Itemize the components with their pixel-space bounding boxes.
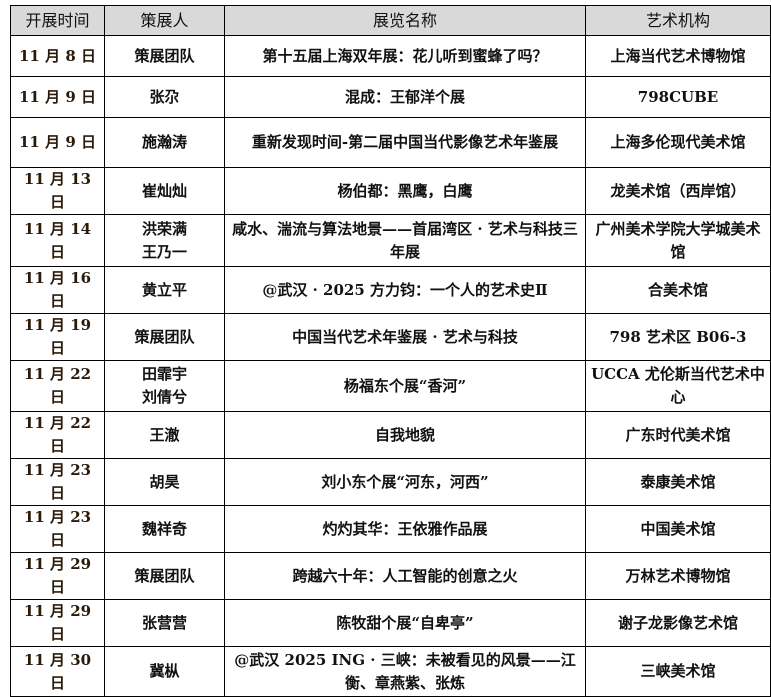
table-row: 11 月 30 日冀枞 @武汉 2025 ING · 三峡：未被看见的风景——江衡…	[10, 646, 771, 697]
date-cell: 11 月 8 日	[10, 35, 105, 77]
table-row: 11 月 8 日策展团队 第十五届上海双年展：花儿听到蜜蜂了吗？ 上海当代艺术博物馆	[10, 35, 771, 77]
curator-cell: 崔灿灿	[104, 167, 225, 215]
table-row: 11 月 29 日张营营 陈牧甜个展“自卑亭” 谢子龙影像艺术馆	[10, 599, 771, 647]
venue-cell: 798CUBE	[585, 76, 771, 118]
date-cell: 11 月 9 日	[10, 76, 105, 118]
curator-cell: 张尕	[104, 76, 225, 118]
curator-cell: 冀枞	[104, 646, 225, 697]
title-cell: @武汉 · 2025 方力钧：一个人的艺术史Ⅱ	[224, 266, 586, 314]
venue-cell: 广州美术学院大学城美术馆	[585, 214, 771, 267]
venue-cell: 上海多伦现代美术馆	[585, 117, 771, 168]
date-cell: 11 月 19 日	[10, 313, 105, 361]
table-row: 11 月 13 日崔灿灿 杨伯都：黑鹰，白鹰 龙美术馆（西岸馆）	[10, 167, 771, 215]
curator-cell: 策展团队	[104, 552, 225, 600]
title-cell: 咸水、湍流与算法地景——首届湾区 · 艺术与科技三年展	[224, 214, 586, 267]
header-title: 展览名称	[224, 5, 586, 36]
venue-cell: 龙美术馆（西岸馆）	[585, 167, 771, 215]
venue-cell: 三峡美术馆	[585, 646, 771, 697]
title-cell: 跨越六十年：人工智能的创意之火	[224, 552, 586, 600]
table-row: 11 月 9 日张尕 混成：王郁洋个展 798CUBE	[10, 76, 771, 118]
table-row: 11 月 14 日洪荣满 王乃一 咸水、湍流与算法地景——首届湾区 · 艺术与科技三…	[10, 214, 771, 267]
date-cell: 11 月 22 日	[10, 411, 105, 459]
venue-cell: 广东时代美术馆	[585, 411, 771, 459]
curator-cell: 洪荣满 王乃一	[104, 214, 225, 267]
curator-cell: 胡昊	[104, 458, 225, 506]
exhibition-table: 开展时间 策展人 展览名称 艺术机构 11 月 8 日策展团队 第十五届上海双年展…	[10, 5, 771, 697]
table-row: 11 月 22 日田霏宇 刘倩兮 杨福东个展“香河” UCCA 尤伦斯当代艺术中心	[10, 360, 771, 412]
date-cell: 11 月 22 日	[10, 360, 105, 412]
venue-cell: 谢子龙影像艺术馆	[585, 599, 771, 647]
venue-cell: 798 艺术区 B06-3	[585, 313, 771, 361]
curator-cell: 策展团队	[104, 313, 225, 361]
table-row: 11 月 23 日魏祥奇 灼灼其华：王依雅作品展 中国美术馆	[10, 505, 771, 553]
curator-cell: 张营营	[104, 599, 225, 647]
curator-cell: 施瀚涛	[104, 117, 225, 168]
title-cell: 自我地貌	[224, 411, 586, 459]
table-row: 11 月 23 日胡昊 刘小东个展“河东，河西” 泰康美术馆	[10, 458, 771, 506]
date-cell: 11 月 16 日	[10, 266, 105, 314]
curator-cell: 黄立平	[104, 266, 225, 314]
curator-cell: 策展团队	[104, 35, 225, 77]
curator-cell: 田霏宇 刘倩兮	[104, 360, 225, 412]
title-cell: 混成：王郁洋个展	[224, 76, 586, 118]
title-cell: @武汉 2025 ING · 三峡：未被看见的风景——江衡、章燕紫、张炼	[224, 646, 586, 697]
header-date: 开展时间	[10, 5, 105, 36]
title-cell: 杨伯都：黑鹰，白鹰	[224, 167, 586, 215]
table-row: 11 月 16 日黄立平 @武汉 · 2025 方力钧：一个人的艺术史Ⅱ 合美术馆	[10, 266, 771, 314]
date-cell: 11 月 14 日	[10, 214, 105, 267]
venue-cell: 上海当代艺术博物馆	[585, 35, 771, 77]
title-cell: 灼灼其华：王依雅作品展	[224, 505, 586, 553]
title-cell: 陈牧甜个展“自卑亭”	[224, 599, 586, 647]
venue-cell: 中国美术馆	[585, 505, 771, 553]
table-row: 11 月 29 日策展团队 跨越六十年：人工智能的创意之火 万林艺术博物馆	[10, 552, 771, 600]
date-cell: 11 月 29 日	[10, 552, 105, 600]
table-row: 11 月 19 日策展团队 中国当代艺术年鉴展 · 艺术与科技 798 艺术区 B0…	[10, 313, 771, 361]
curator-cell: 王澈	[104, 411, 225, 459]
title-cell: 第十五届上海双年展：花儿听到蜜蜂了吗？	[224, 35, 586, 77]
table-row: 11 月 22 日王澈 自我地貌 广东时代美术馆	[10, 411, 771, 459]
header-venue: 艺术机构	[585, 5, 771, 36]
venue-cell: UCCA 尤伦斯当代艺术中心	[585, 360, 771, 412]
curator-cell: 魏祥奇	[104, 505, 225, 553]
venue-cell: 万林艺术博物馆	[585, 552, 771, 600]
date-cell: 11 月 23 日	[10, 458, 105, 506]
title-cell: 杨福东个展“香河”	[224, 360, 586, 412]
title-cell: 中国当代艺术年鉴展 · 艺术与科技	[224, 313, 586, 361]
header-curator: 策展人	[104, 5, 225, 36]
venue-cell: 合美术馆	[585, 266, 771, 314]
date-cell: 11 月 29 日	[10, 599, 105, 647]
date-cell: 11 月 30 日	[10, 646, 105, 697]
header-row: 开展时间 策展人 展览名称 艺术机构	[10, 5, 771, 36]
venue-cell: 泰康美术馆	[585, 458, 771, 506]
date-cell: 11 月 23 日	[10, 505, 105, 553]
title-cell: 重新发现时间-第二届中国当代影像艺术年鉴展	[224, 117, 586, 168]
table-row: 11 月 9 日施瀚涛 重新发现时间-第二届中国当代影像艺术年鉴展 上海多伦现代美术…	[10, 117, 771, 168]
date-cell: 11 月 13 日	[10, 167, 105, 215]
date-cell: 11 月 9 日	[10, 117, 105, 168]
title-cell: 刘小东个展“河东，河西”	[224, 458, 586, 506]
